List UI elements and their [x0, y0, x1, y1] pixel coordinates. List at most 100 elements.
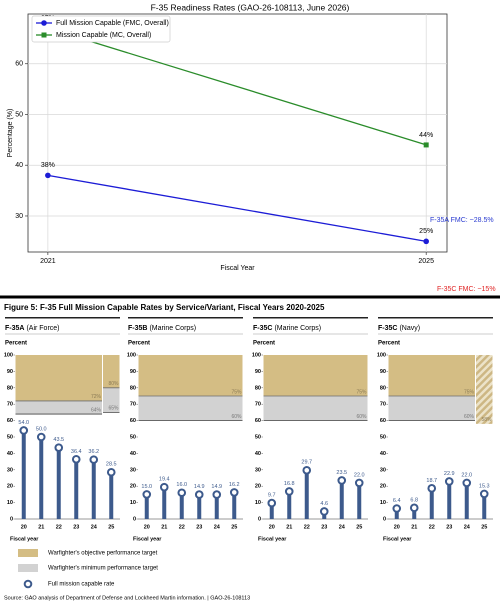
stem — [447, 481, 452, 519]
point — [45, 172, 51, 179]
y-tick-label: 90 — [255, 369, 261, 375]
x-tick-label: 21 — [286, 524, 292, 530]
legend-label: Warfighter's minimum performance target — [48, 566, 158, 572]
target-label: 60% — [231, 414, 242, 420]
y-tick-label: 100 — [377, 352, 386, 358]
target-label: 80% — [108, 381, 119, 387]
y-tick-label: 10 — [7, 500, 13, 506]
value-label: 23.5 — [336, 470, 347, 476]
y-tick-label: 30 — [7, 467, 13, 473]
x-tick-label: 2025 — [418, 258, 434, 265]
legend-marker — [23, 579, 33, 589]
y-tick-label: 40 — [15, 162, 23, 169]
value-label: 28.5 — [106, 462, 117, 468]
objective-band — [263, 355, 368, 396]
value-label: 16.2 — [229, 482, 240, 488]
legend-label: Full Mission Capable (FMC, Overall) — [56, 20, 169, 27]
panel-title-variant: F-35C — [253, 325, 272, 332]
lollipop-head — [302, 465, 312, 475]
panel-rule — [128, 317, 243, 319]
y-tick-label: 90 — [130, 369, 136, 375]
y-tick-label: 90 — [380, 369, 386, 375]
value-label: 15.0 — [141, 484, 152, 490]
x-tick-label: 21 — [411, 524, 417, 530]
x-axis-label: Fiscal Year — [220, 265, 255, 272]
y-axis-label: Percent — [5, 341, 27, 347]
lollipop-head — [229, 488, 239, 497]
x-tick-label: 22 — [429, 524, 435, 530]
minimum-band — [263, 396, 368, 421]
stem — [269, 503, 274, 519]
x-tick-label: 25 — [356, 524, 362, 530]
stem — [357, 482, 362, 519]
x-tick-label: 23 — [196, 524, 202, 530]
y-axis-label: Percent — [378, 341, 400, 347]
lollipop-head — [19, 426, 29, 435]
value-label: 22.0 — [354, 472, 365, 478]
y-tick-label: 40 — [130, 451, 136, 457]
y-tick-label: 50 — [255, 434, 261, 440]
stem — [287, 491, 292, 519]
lollipop-head — [462, 478, 472, 488]
stem — [56, 447, 61, 519]
x-tick-label: 20 — [21, 524, 27, 530]
lollipop-head — [89, 455, 99, 464]
panel-title-service: (Air Force) — [26, 325, 59, 332]
legend-label: Full mission capable rate — [48, 582, 115, 588]
y-tick-label: 0 — [258, 516, 261, 522]
x-tick-label: 25 — [108, 524, 114, 530]
y-tick-label: 70 — [130, 402, 136, 408]
x-tick-label: 22 — [304, 524, 310, 530]
y-tick-label: 90 — [7, 369, 13, 375]
source-note: Source: GAO analysis of Department of De… — [4, 595, 250, 601]
stem — [162, 487, 167, 519]
legend-marker — [41, 20, 47, 26]
y-tick-label: 40 — [380, 451, 386, 457]
y-tick-label: 60 — [15, 61, 23, 68]
y-tick-label: 10 — [380, 500, 386, 506]
x-tick-label: 24 — [464, 524, 471, 530]
value-label: 22.0 — [461, 472, 472, 478]
stem — [179, 492, 184, 519]
panel-title-service: (Marine Corps) — [274, 325, 321, 332]
x-tick-label: 23 — [73, 524, 79, 530]
objective-band — [138, 355, 243, 396]
y-tick-label: 60 — [255, 418, 261, 424]
stem — [109, 472, 114, 519]
x-tick-label: 23 — [446, 524, 452, 530]
value-label: 14.9 — [194, 484, 205, 490]
lollipop-head — [284, 487, 294, 496]
x-tick-label: 25 — [481, 524, 487, 530]
stem — [21, 430, 26, 519]
legend-box — [31, 15, 171, 43]
value-label: 4.6 — [320, 501, 328, 507]
panel-title-service: (Marine Corps) — [149, 325, 196, 332]
minimum-band — [388, 396, 475, 421]
y-tick-label: 0 — [10, 516, 13, 522]
y-tick-label: 40 — [7, 451, 13, 457]
value-label: 22.9 — [444, 471, 455, 477]
point — [423, 142, 429, 148]
stem — [394, 508, 399, 519]
series-line — [47, 174, 427, 242]
stem — [232, 492, 237, 519]
legend-swatch — [18, 549, 38, 557]
y-tick-label: 50 — [7, 434, 13, 440]
x-tick-label: 24 — [214, 524, 221, 530]
lollipop-head — [319, 507, 329, 516]
panel-title: F-35A (Air Force) — [5, 325, 60, 332]
lollipop-head — [194, 490, 204, 499]
target-label: 65% — [108, 406, 119, 412]
legend-swatch — [18, 564, 38, 572]
x-tick-label: 20 — [144, 524, 150, 530]
x-tick-label: 25 — [231, 524, 237, 530]
x-tick-label: 20 — [394, 524, 400, 530]
value-label: 38% — [41, 162, 55, 169]
objective-band — [15, 355, 102, 401]
target-label: 58% — [481, 417, 492, 423]
lollipop-head — [142, 490, 152, 499]
target-label: 75% — [231, 389, 242, 395]
value-label: 44% — [419, 132, 433, 139]
lollipop-head — [212, 490, 222, 499]
